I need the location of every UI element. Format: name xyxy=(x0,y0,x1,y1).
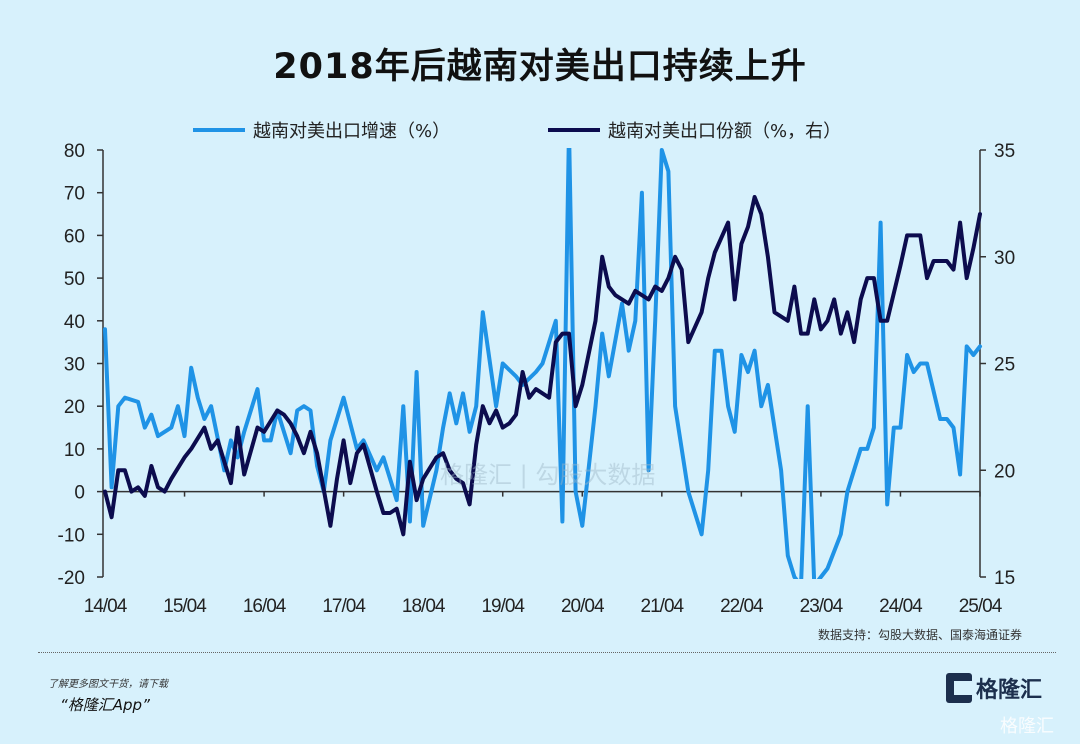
x-tick-label: 25/04 xyxy=(959,596,1003,617)
left-tick-label: -20 xyxy=(58,568,85,589)
x-tick-label: 22/04 xyxy=(720,596,764,617)
legend-label: 越南对美出口份额（%，右） xyxy=(608,121,841,142)
promo-app-name: “格隆汇App” xyxy=(60,696,150,714)
logo-g-icon xyxy=(946,673,972,703)
x-tick-label: 24/04 xyxy=(879,596,923,617)
x-tick-label: 17/04 xyxy=(322,596,366,617)
chart-title: 2018年后越南对美出口持续上升 xyxy=(273,47,807,87)
x-tick-label: 21/04 xyxy=(641,596,685,617)
line-chart: 越南对美出口增速（%） 越南对美出口份额（%，右） -20 -10 0 10 20 30 40… xyxy=(58,121,1016,617)
left-tick-label: 80 xyxy=(64,141,85,162)
x-tick-label: 15/04 xyxy=(163,596,207,617)
promo-text: 了解更多图文干货，请下载 xyxy=(48,679,168,690)
x-tick-label: 19/04 xyxy=(481,596,525,617)
axes: -20 -10 0 10 20 30 40 50 60 70 80 15 20 25 30 35 14/04 15… xyxy=(58,141,1016,617)
left-tick-label: 70 xyxy=(64,184,85,205)
series-lines xyxy=(103,148,982,579)
right-tick-label: 20 xyxy=(994,461,1015,482)
divider xyxy=(38,652,1056,653)
left-tick-label: 40 xyxy=(64,312,85,333)
right-tick-label: 15 xyxy=(994,568,1015,589)
left-tick-label: 50 xyxy=(64,269,85,290)
logo-text: 格隆汇 xyxy=(976,678,1043,703)
x-tick-label: 18/04 xyxy=(402,596,446,617)
data-source: 数据支持：勾股大数据、国泰海通证券 xyxy=(817,628,1022,642)
right-tick-label: 25 xyxy=(994,355,1015,376)
x-tick-label: 16/04 xyxy=(243,596,287,617)
x-tick-label: 23/04 xyxy=(800,596,844,617)
left-tick-label: 60 xyxy=(64,226,85,247)
left-tick-label: 30 xyxy=(64,355,85,376)
right-tick-label: 35 xyxy=(994,141,1015,162)
left-tick-label: 0 xyxy=(74,483,85,504)
watermark: 格隆汇 xyxy=(1000,716,1054,737)
left-tick-label: 20 xyxy=(64,397,85,418)
right-tick-label: 30 xyxy=(994,248,1015,269)
center-watermark: 格隆汇 | 勾股大数据 xyxy=(440,461,656,489)
left-tick-label: 10 xyxy=(64,440,85,461)
logo: 格隆汇 xyxy=(946,672,1042,704)
left-tick-label: -10 xyxy=(58,525,85,546)
x-tick-label: 14/04 xyxy=(84,596,128,617)
legend-label: 越南对美出口增速（%） xyxy=(253,121,450,142)
x-tick-label: 20/04 xyxy=(561,596,605,617)
series-line-share xyxy=(103,195,982,537)
series-line-growth xyxy=(103,148,982,579)
legend: 越南对美出口增速（%） 越南对美出口份额（%，右） xyxy=(193,121,841,142)
